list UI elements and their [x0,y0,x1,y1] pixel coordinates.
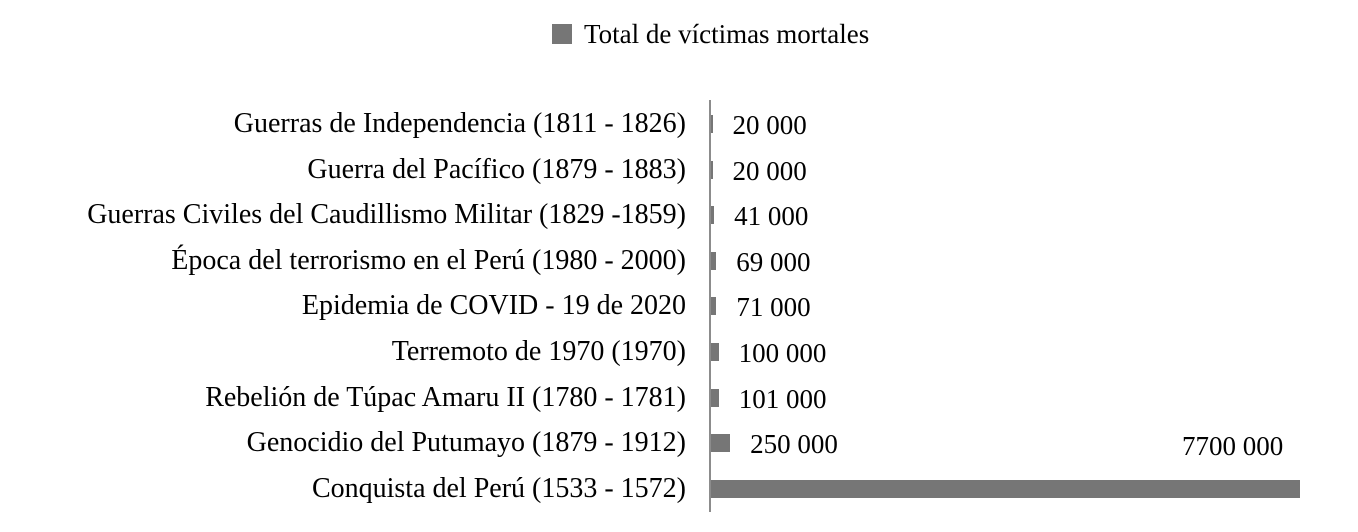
bar-row: Guerra del Pacífico (1879 - 1883) 20 000 [0,147,1358,193]
bar-row: Genocidio del Putumayo (1879 - 1912) 250 … [0,420,1358,466]
bar-row: Rebelión de Túpac Amaru II (1780 - 1781)… [0,375,1358,421]
bar-row: Terremoto de 1970 (1970) 100 000 [0,329,1358,375]
value-label: 101 000 [738,383,827,414]
category-label: Guerras Civiles del Caudillismo Militar … [87,199,686,231]
bar-row: Conquista del Perú (1533 - 1572) 7700 000 [0,431,1358,512]
value-label: 20 000 [732,155,807,186]
category-label: Conquista del Perú (1533 - 1572) [311,472,686,504]
bar [711,115,713,133]
value-label: 41 000 [734,201,809,232]
bar [711,434,731,453]
bar [711,479,1300,498]
bar [711,206,715,225]
bar-row: Guerras Civiles del Caudillismo Militar … [0,192,1358,238]
value-label: 71 000 [736,292,811,323]
value-label: 20 000 [732,110,807,140]
category-label: Rebelión de Túpac Amaru II (1780 - 1781) [205,381,686,413]
bar [711,343,719,361]
category-label: Epidemia de COVID - 19 de 2020 [301,290,686,322]
value-label: 100 000 [738,338,827,368]
bar [711,388,719,407]
value-label: 250 000 [750,429,838,460]
value-label: 7700 000 [1182,430,1284,461]
bar [711,297,717,316]
category-axis-line [709,100,711,512]
value-label: 69 000 [736,246,811,277]
category-label: Época del terrorismo en el Perú (1980 - … [171,244,686,276]
category-label: Guerras de Independencia (1811 - 1826) [233,108,686,139]
legend-swatch [552,24,572,44]
bar-row: Época del terrorismo en el Perú (1980 - … [0,238,1358,284]
bar [711,251,717,270]
category-label: Guerra del Pacífico (1879 - 1883) [307,153,686,185]
category-label: Genocidio del Putumayo (1879 - 1912) [246,427,686,459]
bar-row: Guerras de Independencia (1811 - 1826) 20… [0,101,1358,147]
legend-label: Total de víctimas mortales [584,19,870,49]
legend: Total de víctimas mortales [552,18,869,50]
bar [711,160,713,179]
category-label: Terremoto de 1970 (1970) [391,336,686,367]
bar-row: Epidemia de COVID - 19 de 2020 71 000 [0,283,1358,329]
